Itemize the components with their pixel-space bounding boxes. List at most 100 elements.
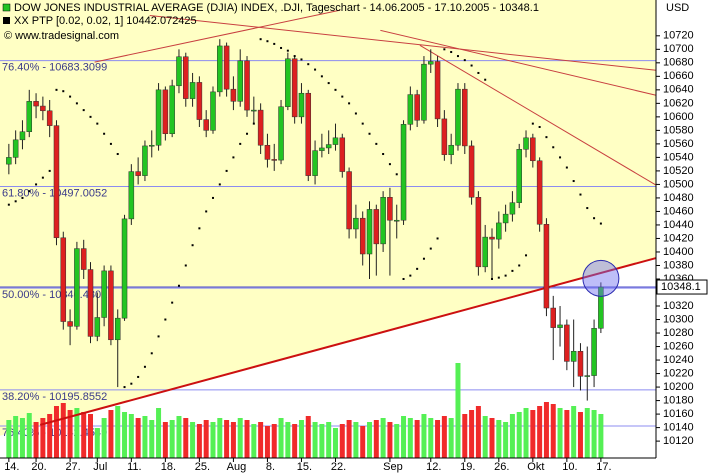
volume-bar	[74, 408, 80, 458]
x-tick-label: 12.	[426, 461, 441, 473]
sar-dot	[150, 352, 153, 355]
sar-dot	[205, 210, 208, 213]
sar-dot	[552, 146, 555, 149]
candle-body	[142, 145, 148, 176]
candle-body	[169, 85, 175, 135]
y-axis-unit: USD	[666, 2, 689, 14]
x-tick-label: 14.	[4, 461, 19, 473]
volume-bar	[244, 420, 250, 458]
sar-dot	[232, 156, 235, 159]
sar-dot	[497, 276, 500, 279]
last-price-label: 10348.1	[661, 281, 701, 293]
y-tick-label: 10300	[663, 313, 694, 325]
sar-dot	[511, 269, 514, 272]
candle-body	[291, 58, 298, 118]
volume-bar	[435, 420, 441, 458]
y-tick-label: 10260	[663, 340, 694, 352]
y-tick-label: 10720	[663, 30, 694, 42]
candle-body	[19, 131, 26, 141]
y-tick-label: 10280	[663, 327, 694, 339]
sar-dot	[198, 227, 201, 230]
trendline	[419, 44, 657, 186]
volume-bar	[285, 422, 291, 458]
volume-bar	[496, 420, 502, 458]
trendline	[39, 257, 657, 426]
x-tick-label: 10.	[562, 461, 577, 473]
candle-body	[353, 217, 359, 230]
highlight	[582, 259, 620, 297]
sar-dot	[82, 109, 85, 112]
y-tick-label: 10440	[663, 219, 694, 231]
sar-dot	[225, 169, 228, 172]
candle-body	[448, 144, 454, 155]
sar-dot	[143, 365, 146, 368]
sar-dot	[286, 49, 289, 52]
sar-dot	[75, 102, 78, 105]
volume-bar	[258, 422, 264, 458]
x-tick-label: Sep	[383, 461, 403, 473]
x-tick-label: 18.	[161, 461, 176, 473]
sar-dot	[354, 112, 357, 115]
trendline	[149, 15, 657, 71]
volume-bar	[339, 424, 345, 458]
volume-bar	[550, 404, 556, 458]
volume-bar	[278, 418, 284, 458]
volume-bar	[101, 418, 107, 458]
fib-label: 76.40% - 10683.3099	[2, 61, 107, 73]
volume-bar	[115, 406, 121, 458]
sar-dot	[55, 88, 58, 91]
candle-body	[523, 137, 529, 150]
volume-bar	[462, 414, 468, 458]
sar-dot	[62, 90, 65, 93]
volume-bar	[414, 420, 420, 458]
x-tick-label: Aug	[227, 461, 247, 473]
volume-bar	[591, 410, 597, 458]
candle-body	[305, 92, 312, 176]
candle-body	[462, 88, 468, 147]
candle-body	[80, 248, 87, 270]
sar-dot	[246, 132, 249, 135]
candle-body	[536, 160, 543, 225]
candle-body	[149, 144, 155, 147]
volume-bar	[169, 420, 175, 458]
volume-bar	[489, 418, 495, 458]
candle-body	[203, 119, 209, 131]
candle-body	[516, 149, 522, 203]
fib-label: 38.20% - 10195.8552	[2, 391, 107, 403]
sar-dot	[572, 180, 575, 183]
support-zone	[0, 258, 656, 458]
candle-body	[373, 209, 380, 245]
volume-bar	[190, 422, 196, 458]
volume-bar	[217, 418, 223, 458]
candle-body	[101, 270, 107, 318]
volume-bar	[421, 414, 427, 458]
header-copyright: © www.tradesignal.com	[4, 30, 119, 42]
candle-body	[332, 137, 339, 145]
candle-body	[312, 150, 318, 176]
sar-dot	[116, 153, 119, 156]
candle-body	[543, 224, 550, 309]
candle-body	[189, 82, 196, 99]
candle-body	[298, 92, 305, 118]
volume-bar	[428, 418, 434, 458]
sar-dot	[21, 196, 24, 199]
sar-dot	[171, 301, 174, 304]
x-tick-label: Jul	[93, 461, 107, 473]
y-tick-label: 10620	[663, 97, 694, 109]
volume-bar	[564, 410, 570, 458]
sar-dot	[409, 274, 412, 277]
volume-bar	[251, 424, 257, 458]
volume-bar	[407, 418, 413, 458]
volume-bar	[128, 414, 134, 458]
candle-body	[570, 351, 577, 362]
candle-body	[176, 56, 182, 87]
volume-bar	[88, 414, 94, 458]
candle-body	[475, 197, 482, 268]
sar-dot	[443, 48, 446, 51]
volume-bar	[210, 422, 216, 458]
y-tick-label: 10120	[663, 435, 694, 447]
candle-body	[319, 147, 325, 151]
sar-dot	[157, 335, 160, 338]
volume-bar	[40, 418, 46, 458]
x-tick-label: Okt	[527, 461, 544, 473]
